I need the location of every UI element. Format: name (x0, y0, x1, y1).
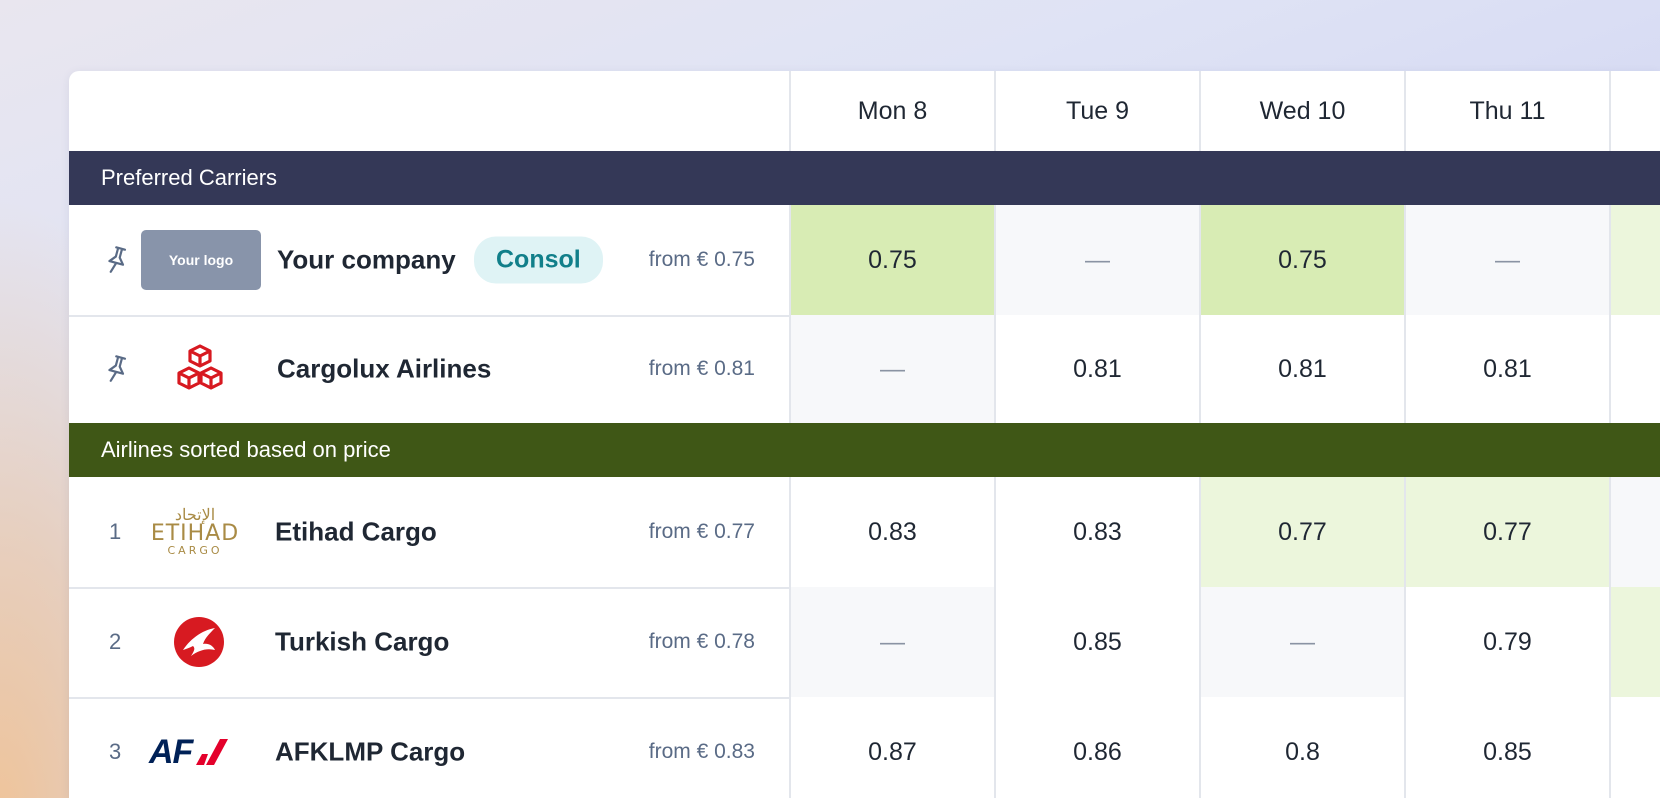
price-cell-partial[interactable] (1609, 477, 1660, 587)
etihad-logo-arabic: الإتحاد (174, 505, 216, 524)
carrier-row: Your logo Your company Consol from € 0.7… (69, 205, 1660, 317)
carrier-row: 2 Turkish Cargo from € 0.78 — 0.85 — 0.7… (69, 587, 1660, 699)
carrier-name[interactable]: Etihad Cargo (275, 516, 437, 547)
price-cell[interactable]: 0.77 (1404, 477, 1609, 587)
from-price: from € 0.77 (648, 520, 755, 543)
section-title: Preferred Carriers (101, 165, 278, 190)
price-cell[interactable]: 0.77 (1199, 477, 1404, 587)
price-cell[interactable]: 0.81 (994, 315, 1199, 423)
preferred-carriers-band: Preferred Carriers (69, 151, 1660, 205)
price-cell[interactable]: 0.81 (1199, 315, 1404, 423)
price-cell[interactable]: 0.87 (789, 697, 994, 798)
etihad-logo: الإتحاد ETIHAD CARGO (145, 504, 245, 560)
price-cell[interactable]: 0.75 (789, 205, 994, 315)
price-cell[interactable]: 0.8 (1199, 697, 1404, 798)
price-cell-partial[interactable] (1609, 697, 1660, 798)
section-title: Airlines sorted based on price (101, 437, 391, 462)
sorted-airlines-band: Airlines sorted based on price (69, 423, 1660, 477)
price-cell[interactable]: 0.83 (994, 477, 1199, 587)
carrier-info: 1 الإتحاد ETIHAD CARGO Etihad Cargo from… (69, 477, 789, 587)
carrier-name[interactable]: Your company (277, 244, 456, 275)
from-price: from € 0.83 (648, 740, 755, 763)
from-price: from € 0.75 (648, 248, 755, 271)
air-france-logo: AF (149, 732, 249, 772)
company-logo-placeholder: Your logo (141, 230, 261, 290)
price-cell-empty: — (1199, 587, 1404, 697)
price-cell[interactable]: 0.79 (1404, 587, 1609, 697)
price-cell-partial[interactable] (1609, 205, 1660, 315)
turkish-airlines-logo (174, 617, 224, 667)
air-france-stripe-icon (196, 739, 229, 765)
consol-badge: Consol (474, 236, 603, 284)
day-header[interactable]: Thu 11 (1404, 71, 1609, 151)
carrier-info: 2 Turkish Cargo from € 0.78 (69, 587, 789, 697)
carrier-name[interactable]: Cargolux Airlines (277, 353, 492, 384)
day-header[interactable]: Mon 8 (789, 71, 994, 151)
rank-number: 3 (109, 739, 122, 764)
cargolux-logo (177, 344, 223, 390)
carrier-row: 3 AF AFKLMP Cargo from € 0.83 0.87 0.86 … (69, 697, 1660, 798)
etihad-logo-wordmark: ETIHAD (150, 521, 240, 546)
price-cell-empty: — (994, 205, 1199, 315)
pin-icon[interactable] (105, 245, 129, 275)
carrier-price-grid: Mon 8 Tue 9 Wed 10 Thu 11 Preferred Carr… (69, 71, 1660, 798)
price-cell[interactable]: 0.75 (1199, 205, 1404, 315)
rank-number: 2 (109, 629, 122, 654)
carrier-name[interactable]: Turkish Cargo (275, 626, 450, 657)
price-cell[interactable]: 0.85 (1404, 697, 1609, 798)
carrier-info: Cargolux Airlines from € 0.81 (69, 315, 789, 423)
price-cell-partial[interactable] (1609, 587, 1660, 697)
etihad-logo-sub: CARGO (167, 544, 223, 557)
carrier-info: 3 AF AFKLMP Cargo from € 0.83 (69, 697, 789, 798)
price-cell-empty: — (789, 315, 994, 423)
price-cell-partial[interactable] (1609, 315, 1660, 423)
day-header[interactable]: Tue 9 (994, 71, 1199, 151)
from-price: from € 0.81 (648, 357, 755, 380)
carrier-name[interactable]: AFKLMP Cargo (275, 736, 466, 767)
day-header[interactable]: Wed 10 (1199, 71, 1404, 151)
price-cell[interactable]: 0.83 (789, 477, 994, 587)
carrier-row: 1 الإتحاد ETIHAD CARGO Etihad Cargo from… (69, 477, 1660, 589)
price-cell-empty: — (1404, 205, 1609, 315)
price-cell-empty: — (789, 587, 994, 697)
price-cell[interactable]: 0.86 (994, 697, 1199, 798)
date-header-row: Mon 8 Tue 9 Wed 10 Thu 11 (69, 71, 1660, 153)
pin-icon[interactable] (105, 354, 129, 384)
price-cell[interactable]: 0.81 (1404, 315, 1609, 423)
air-france-logo-text: AF (149, 732, 193, 771)
carrier-row: Cargolux Airlines from € 0.81 — 0.81 0.8… (69, 315, 1660, 425)
day-header-partial[interactable] (1609, 71, 1660, 151)
carrier-info: Your logo Your company Consol from € 0.7… (69, 205, 789, 315)
rank-number: 1 (109, 519, 122, 544)
from-price: from € 0.78 (648, 630, 755, 653)
price-cell[interactable]: 0.85 (994, 587, 1199, 697)
